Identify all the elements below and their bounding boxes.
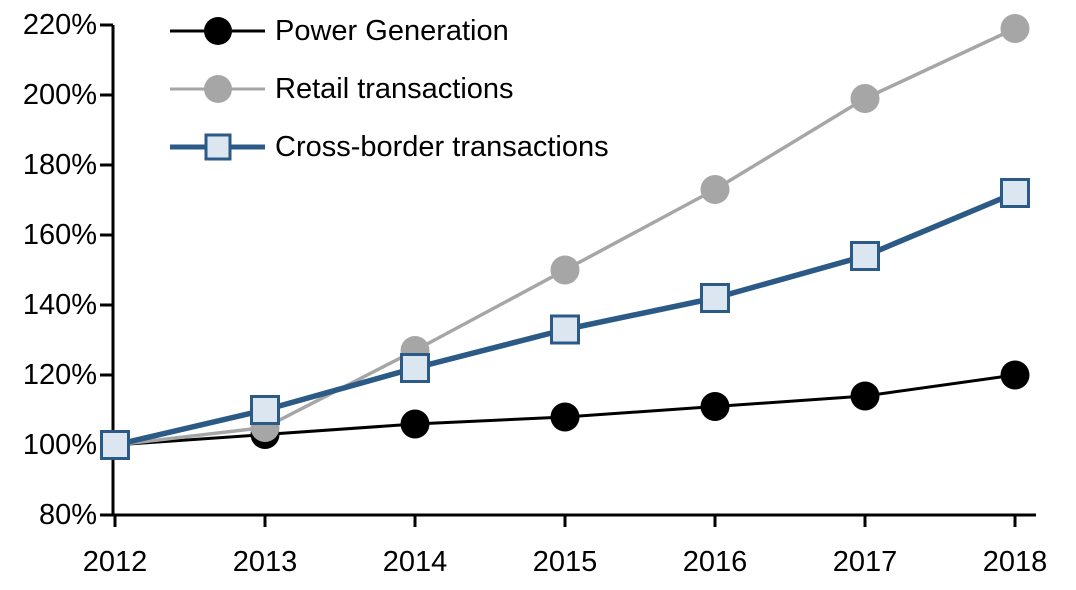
data-point-marker	[1000, 178, 1030, 208]
x-tick-label: 2012	[83, 546, 148, 578]
data-point-marker	[100, 430, 130, 460]
data-point-marker	[700, 283, 730, 313]
data-point-marker	[700, 175, 730, 204]
y-tick-label: 80%	[39, 499, 97, 531]
x-tick-label: 2013	[233, 546, 298, 578]
legend-label-retail-transactions: Retail transactions	[275, 72, 514, 105]
data-point-marker	[850, 381, 880, 411]
x-tick-label: 2016	[683, 546, 748, 578]
y-tick-label: 140%	[23, 289, 97, 321]
legend-item-retail-transactions: Retail transactions	[170, 60, 609, 118]
data-point-marker	[850, 84, 880, 113]
x-tick-label: 2015	[533, 546, 598, 578]
y-tick-label: 200%	[23, 79, 97, 111]
y-tick-label: 160%	[23, 219, 97, 251]
data-point-marker	[550, 402, 580, 432]
legend-item-cross-border-transactions: Cross-border transactions	[170, 118, 609, 176]
data-point-marker	[1000, 360, 1030, 390]
retail-transactions-line-marker	[170, 74, 265, 104]
x-tick-label: 2014	[383, 546, 448, 578]
x-tick-label: 2017	[833, 546, 898, 578]
data-point-marker	[550, 255, 580, 285]
legend-label-cross-border-transactions: Cross-border transactions	[275, 130, 609, 163]
legend-item-power-generation: Power Generation	[170, 2, 609, 60]
y-tick-label: 100%	[23, 429, 97, 461]
y-tick-label: 220%	[23, 9, 97, 41]
legend: Power Generation Retail transactions Cro…	[170, 2, 609, 176]
y-tick-label: 180%	[23, 149, 97, 181]
legend-label-power-generation: Power Generation	[275, 14, 509, 47]
circle-marker-icon	[203, 17, 232, 45]
circle-marker-icon	[203, 75, 232, 103]
data-point-marker	[400, 353, 430, 383]
data-point-marker	[400, 409, 430, 439]
data-point-marker	[250, 395, 280, 425]
data-point-marker	[850, 241, 880, 271]
x-tick-label: 2018	[983, 546, 1048, 578]
power-generation-line-marker	[170, 16, 265, 46]
data-point-marker	[1000, 14, 1030, 43]
data-point-marker	[700, 392, 730, 421]
y-tick-label: 120%	[23, 359, 97, 391]
data-point-marker	[550, 314, 580, 345]
cross-border-transactions-line-marker	[170, 132, 265, 162]
square-marker-icon	[204, 133, 231, 161]
